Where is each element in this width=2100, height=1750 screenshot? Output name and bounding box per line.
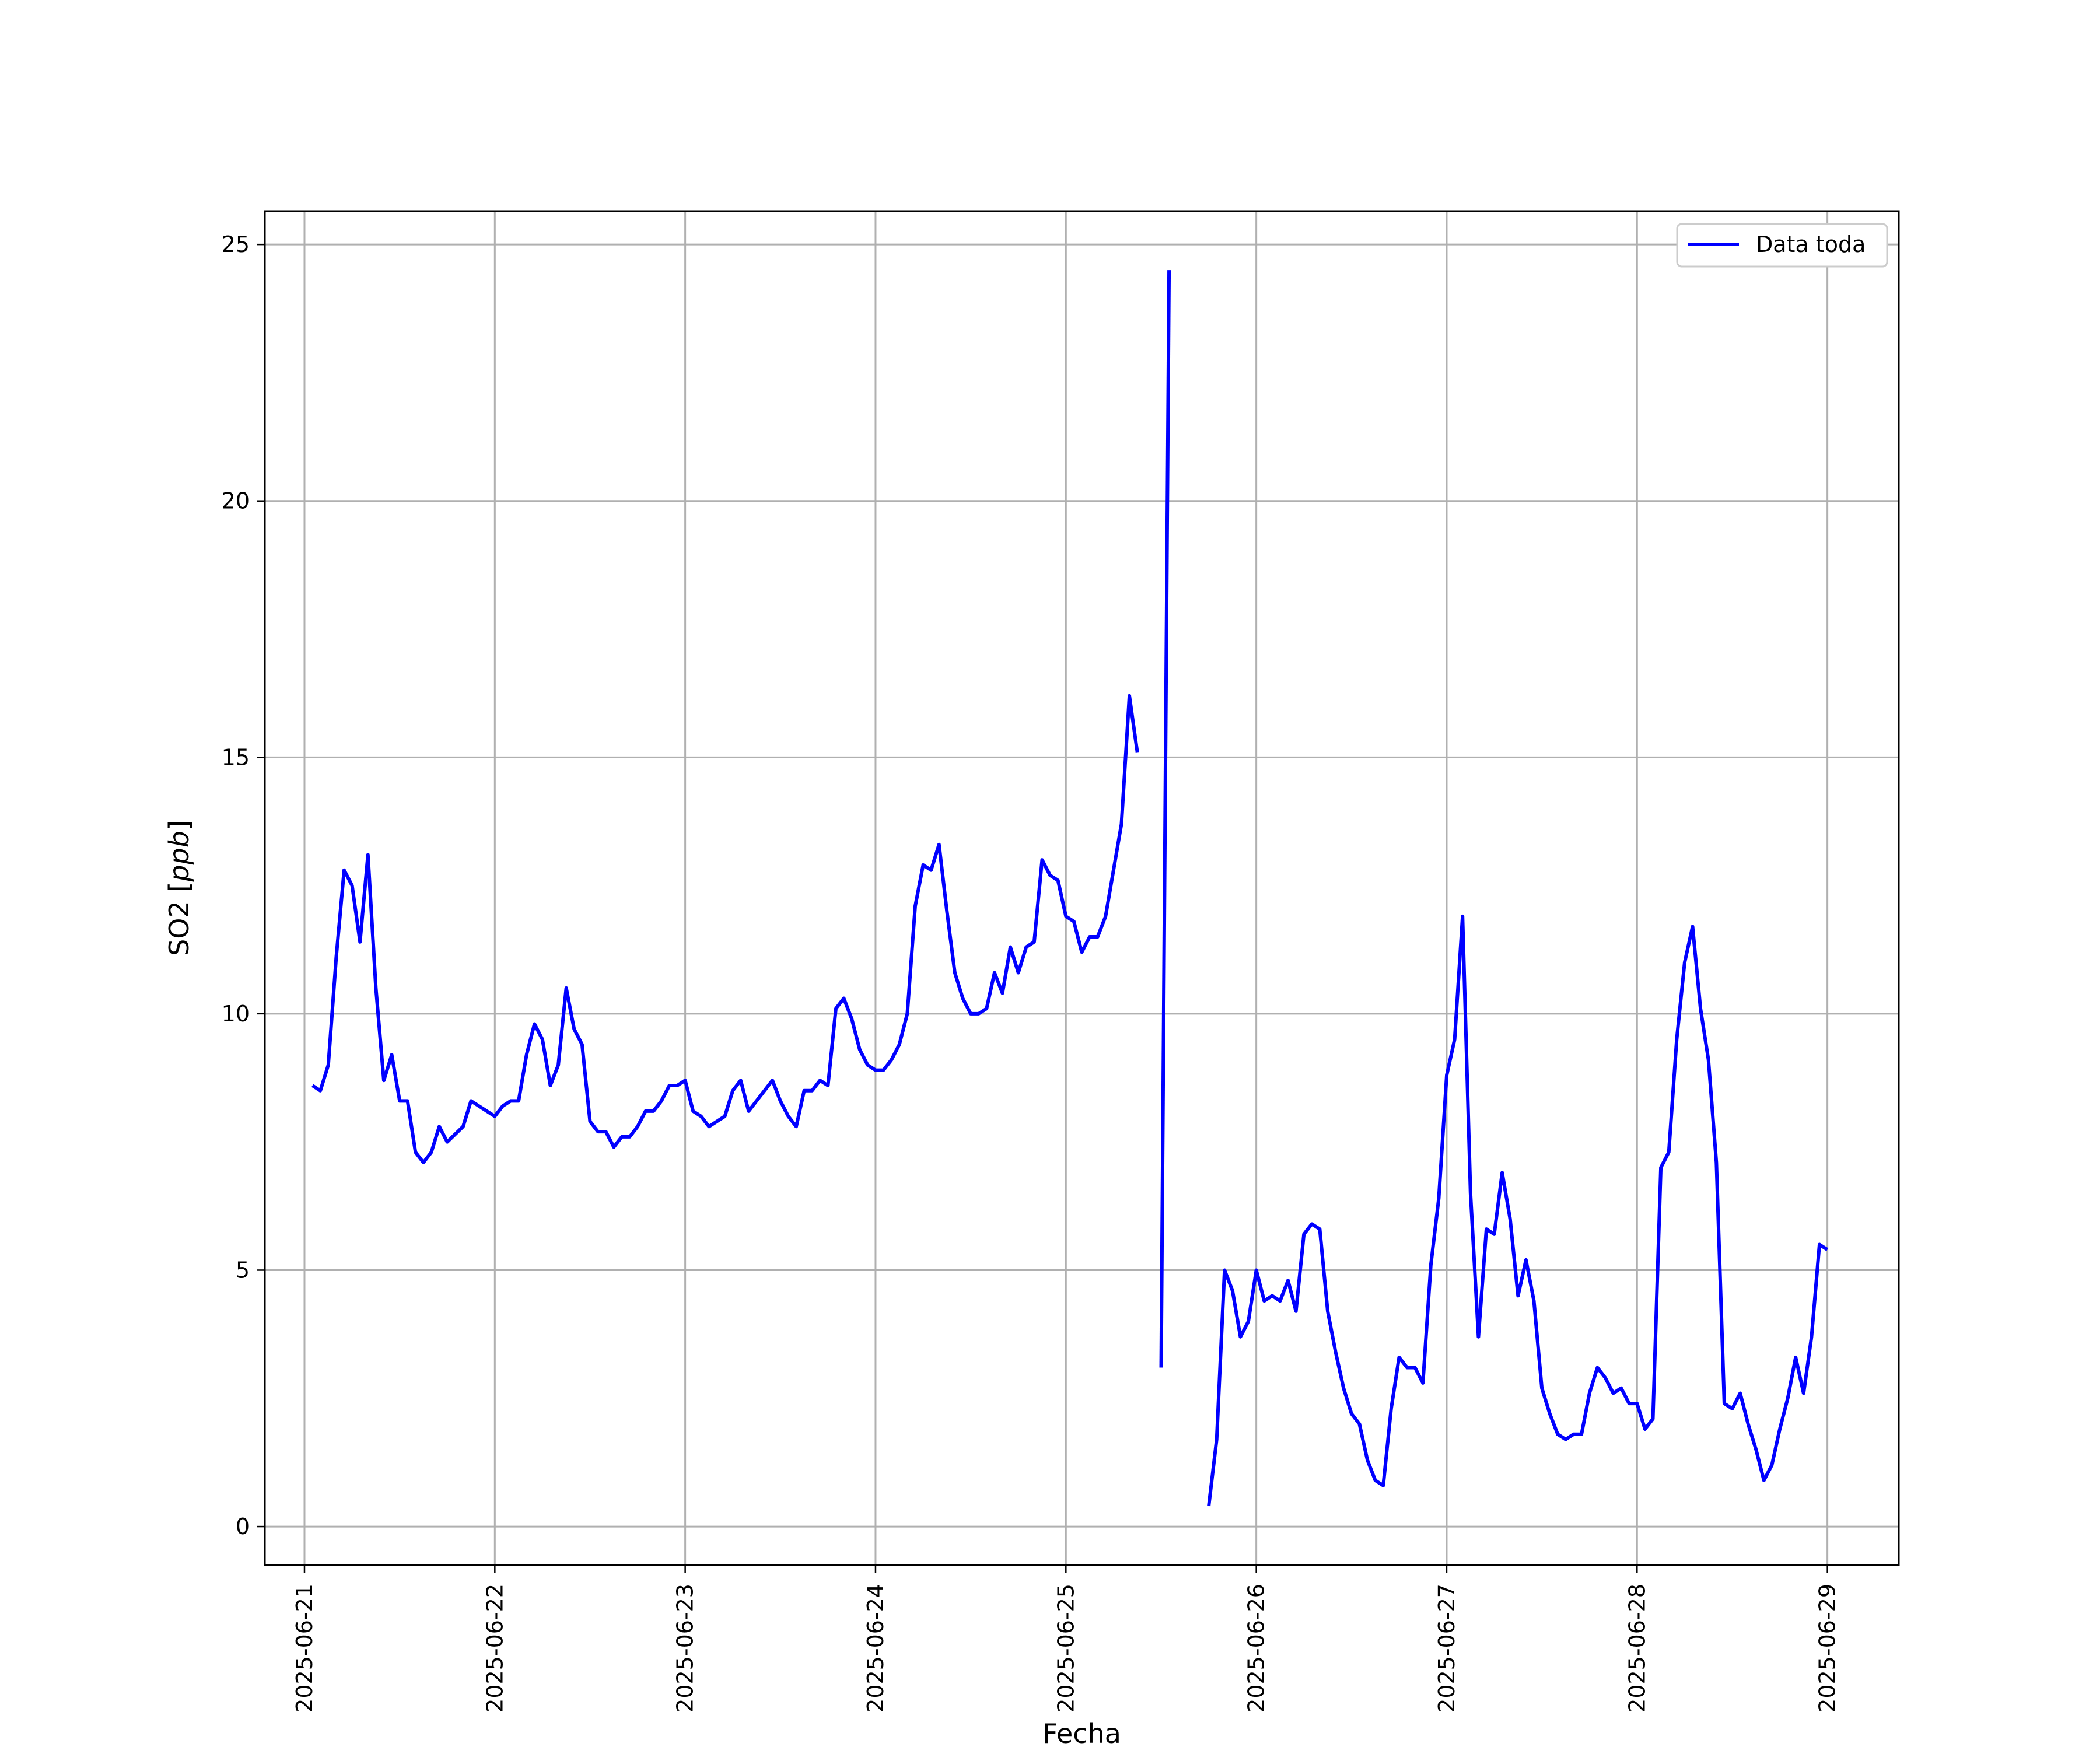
series-layer xyxy=(311,270,1829,1507)
x-tick-label: 2025-06-28 xyxy=(1624,1584,1650,1713)
y-tick-label: 15 xyxy=(222,744,250,770)
y-axis-label-close: ] xyxy=(163,820,195,831)
y-tick-label: 0 xyxy=(236,1514,250,1539)
plot-frame xyxy=(264,210,1900,1566)
x-tick-label: 2025-06-21 xyxy=(292,1584,317,1713)
x-tick-label: 2025-06-22 xyxy=(482,1584,508,1713)
x-tick-label: 2025-06-23 xyxy=(673,1584,698,1713)
y-tick-label: 20 xyxy=(222,488,250,514)
y-tick-label: 25 xyxy=(222,232,250,257)
series-line-data-toda xyxy=(1159,270,1171,1368)
legend-entry-label: Data toda xyxy=(1756,232,1866,257)
x-tick-label: 2025-06-27 xyxy=(1434,1584,1460,1713)
legend-box xyxy=(1676,223,1888,268)
y-tick-label: 10 xyxy=(222,1001,250,1027)
ticks: 2025-06-21 2025-06-22 2025-06-23 2025-06-24… xyxy=(222,232,1840,1713)
series-line-data-toda xyxy=(1207,914,1829,1507)
x-tick-label: 2025-06-26 xyxy=(1244,1584,1269,1713)
grid xyxy=(265,211,1899,1565)
series-line-data-toda xyxy=(311,694,1139,1164)
y-axis-label: SO2 [ppb] xyxy=(163,820,195,956)
x-axis-label: Fecha xyxy=(1042,1718,1121,1749)
x-tick-label: 2025-06-25 xyxy=(1053,1584,1079,1713)
y-axis-label-unit: ppb xyxy=(163,831,195,883)
x-tick-label: 2025-06-24 xyxy=(863,1584,888,1713)
x-tick-label: 2025-06-29 xyxy=(1815,1584,1840,1713)
y-tick-label: 5 xyxy=(236,1257,250,1283)
y-axis-label-main: SO2 [ xyxy=(163,882,195,956)
legend: Data toda xyxy=(1676,223,1888,268)
